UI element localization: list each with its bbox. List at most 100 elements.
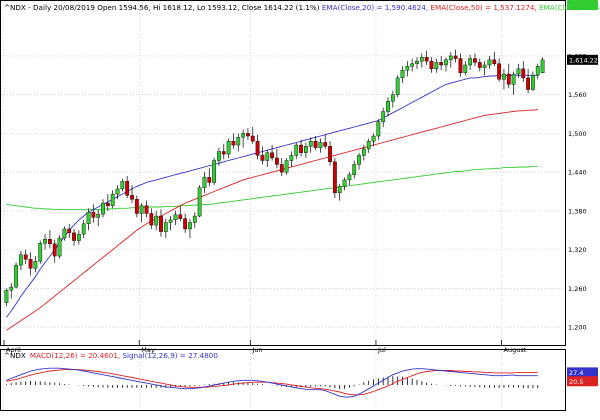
candle: [371, 133, 376, 147]
candle: [342, 177, 347, 191]
candle: [115, 185, 120, 200]
candle: [502, 68, 506, 90]
candle: [163, 218, 168, 239]
candle: [366, 138, 371, 153]
y-tick-label: 1,320: [568, 246, 587, 254]
candle: [463, 61, 468, 76]
candle: [395, 75, 400, 98]
candle: [197, 185, 202, 218]
y-tick-label: 1,380: [568, 207, 587, 215]
candle: [448, 52, 453, 68]
signal-value-box: 20.5: [567, 376, 598, 387]
candle: [294, 142, 299, 160]
candle: [221, 143, 226, 160]
candle: [23, 249, 28, 264]
candle: [173, 210, 178, 226]
candle: [236, 133, 241, 152]
svg-text:20.5: 20.5: [569, 378, 583, 386]
candle: [130, 185, 134, 204]
candle: [318, 138, 323, 153]
candle: [57, 235, 62, 259]
candle: [357, 152, 361, 170]
candle: [14, 262, 18, 289]
candle: [521, 61, 526, 82]
candle: [72, 228, 76, 246]
candle: [468, 54, 473, 71]
candle: [516, 63, 521, 78]
main-panel-frame: [0, 0, 566, 346]
candle: [134, 195, 139, 218]
candle: [381, 107, 386, 127]
candle: [144, 200, 149, 218]
candle: [96, 209, 101, 227]
candle: [453, 49, 458, 63]
candle: [458, 53, 463, 77]
candle: [497, 58, 502, 82]
candle: [429, 57, 434, 73]
candle: [347, 172, 352, 186]
candle: [477, 58, 482, 72]
candle: [434, 58, 439, 73]
candle: [390, 90, 395, 108]
close-value-box: 1,614.22: [567, 54, 598, 65]
macd-symbol: ^NDX: [4, 351, 26, 360]
candle: [270, 145, 274, 161]
month-label: April: [6, 346, 21, 354]
candle: [419, 53, 424, 68]
candle: [275, 148, 279, 169]
macd-value-box: 27.4: [567, 367, 598, 378]
candle: [246, 128, 250, 140]
candle: [125, 176, 130, 198]
candle: [4, 288, 9, 307]
svg-text:1,614.22: 1,614.22: [569, 56, 598, 64]
y-tick-label: 1,200: [568, 324, 587, 332]
candle: [19, 250, 23, 271]
candle: [52, 239, 57, 263]
candle: [255, 134, 260, 160]
candle: [332, 157, 337, 198]
ema20-label: EMA(Close,20) = 1,590.4624,: [322, 3, 428, 12]
candle: [105, 194, 110, 211]
main-info: - Daily 20/08/2019 Open 1594.56, Hi 1618…: [26, 3, 320, 12]
candle: [526, 68, 530, 94]
y-tick-label: 1,500: [568, 130, 587, 138]
candle: [400, 66, 405, 84]
candle: [33, 256, 38, 273]
candle: [76, 230, 81, 245]
candle: [424, 50, 429, 65]
y-axis-ticks: 1,2001,2601,3201,3801,4401,5001,5601,620…: [567, 0, 598, 387]
candle: [531, 71, 535, 91]
candle: [188, 218, 192, 239]
candle: [28, 252, 33, 276]
candle: [328, 141, 332, 166]
candle: [511, 71, 516, 95]
candle: [81, 219, 86, 239]
candle: [444, 57, 448, 72]
candle: [415, 57, 419, 69]
main-header: ^NDX - Daily 20/08/2019 Open 1594.56, Hi…: [4, 3, 600, 12]
svg-text:1,448.75: 1,448.75: [569, 0, 598, 2]
candle: [231, 133, 236, 149]
candle: [226, 138, 231, 158]
candle: [47, 230, 52, 249]
month-label: August: [504, 346, 527, 354]
candle: [289, 151, 294, 167]
x-axis-month-labels: April May Jun Jul August: [3, 340, 527, 354]
macd-series: [6, 367, 539, 398]
candle: [149, 208, 154, 229]
candle: [535, 63, 540, 80]
candle: [337, 183, 342, 201]
candle: [159, 209, 163, 237]
candle: [139, 203, 144, 223]
candle: [9, 283, 14, 299]
candle: [323, 134, 328, 149]
macd-line: [6, 367, 538, 398]
candle: [154, 210, 159, 231]
candle: [110, 190, 115, 209]
candle: [482, 61, 487, 76]
candle: [86, 208, 91, 231]
candle: [212, 157, 217, 186]
candle: [217, 147, 221, 166]
candle: [207, 168, 212, 187]
candle: [284, 157, 289, 175]
